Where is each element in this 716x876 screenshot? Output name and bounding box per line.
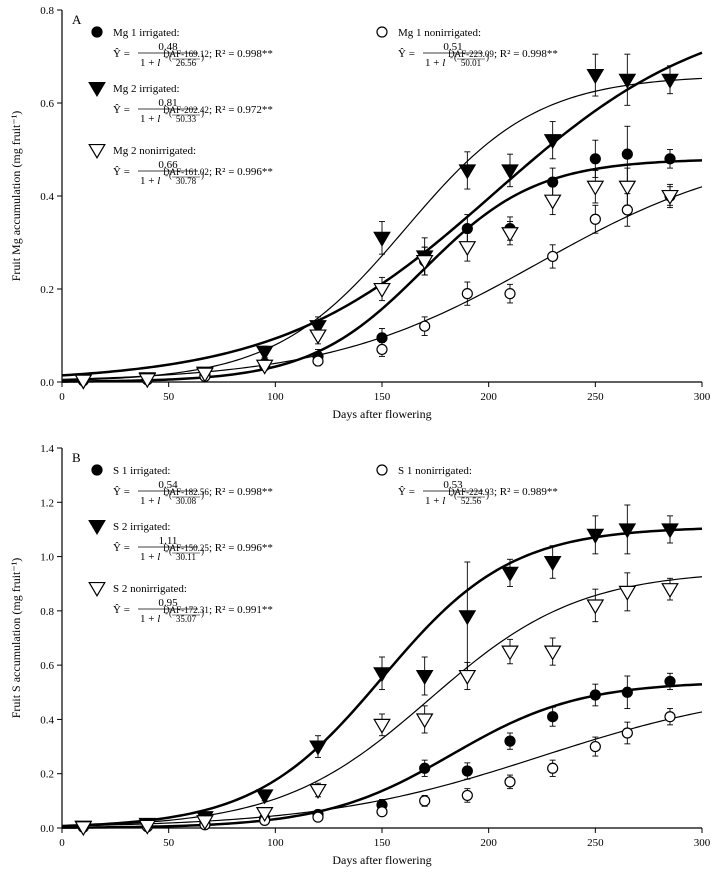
svg-text:1.4: 1.4 [40, 443, 54, 455]
svg-text:35.07: 35.07 [176, 614, 197, 624]
svg-text:300: 300 [694, 391, 711, 403]
svg-text:100: 100 [267, 837, 284, 849]
series-label: S 1 irrigated: [113, 465, 170, 477]
svg-text:; R² = 0.998**: ; R² = 0.998** [494, 48, 558, 60]
svg-text:30.08: 30.08 [176, 496, 197, 506]
svg-text:50: 50 [163, 837, 175, 849]
svg-text:250: 250 [587, 391, 604, 403]
svg-text:250: 250 [587, 837, 604, 849]
svg-text:30.11: 30.11 [176, 552, 196, 562]
svg-text:50.01: 50.01 [461, 58, 481, 68]
svg-text:52.56: 52.56 [461, 496, 482, 506]
svg-text:0: 0 [59, 391, 65, 403]
svg-text:1 + l: 1 + l [140, 113, 160, 125]
svg-text:): ) [201, 170, 204, 180]
svg-text:1.2: 1.2 [40, 497, 54, 509]
svg-text:): ) [201, 52, 204, 62]
series-label: Mg 1 irrigated: [113, 27, 180, 39]
panel-letter: B [72, 450, 81, 465]
svg-text:): ) [201, 608, 204, 618]
svg-text:; R² = 0.998**: ; R² = 0.998** [209, 486, 273, 498]
svg-text:; R² = 0.998**: ; R² = 0.998** [209, 48, 273, 60]
svg-text:0.6: 0.6 [40, 98, 54, 110]
svg-text:Ŷ =: Ŷ = [113, 486, 130, 498]
svg-text:1.0: 1.0 [40, 552, 54, 564]
svg-text:): ) [201, 546, 204, 556]
svg-text:1 + l: 1 + l [140, 57, 160, 69]
svg-text:): ) [201, 108, 204, 118]
svg-text:Ŷ =: Ŷ = [398, 48, 415, 60]
chart-panel-b: 0.0 0.2 0.4 0.6 0.8 1.0 1.2 1.4 0 50 100 150 200 250 3… [0, 438, 716, 876]
svg-text:0.2: 0.2 [40, 769, 54, 781]
svg-text:1 + l: 1 + l [140, 551, 160, 563]
svg-text:0.4: 0.4 [40, 714, 54, 726]
svg-text:; R² = 0.991**: ; R² = 0.991** [209, 604, 273, 616]
svg-text:; R² = 0.972**: ; R² = 0.972** [209, 104, 273, 116]
svg-text:150: 150 [374, 837, 391, 849]
series-label: S 1 nonirrigated: [398, 465, 472, 477]
svg-text:200: 200 [480, 391, 497, 403]
svg-text:1 + l: 1 + l [140, 613, 160, 625]
svg-text:26.56: 26.56 [176, 58, 197, 68]
svg-text:0.8: 0.8 [40, 606, 54, 618]
svg-text:0.2: 0.2 [40, 284, 54, 296]
svg-text:): ) [486, 490, 489, 500]
svg-text:0: 0 [59, 837, 65, 849]
series-label: S 2 irrigated: [113, 521, 170, 533]
svg-text:0.6: 0.6 [40, 660, 54, 672]
svg-text:100: 100 [267, 391, 284, 403]
svg-text:): ) [486, 52, 489, 62]
svg-text:; R² = 0.996**: ; R² = 0.996** [209, 542, 273, 554]
x-axis-label: Days after flowering [332, 407, 431, 421]
x-axis-label: Days after flowering [332, 853, 431, 867]
svg-text:50.33: 50.33 [176, 114, 197, 124]
svg-text:1 + l: 1 + l [425, 57, 445, 69]
panel-letter: A [72, 12, 82, 27]
svg-text:0.0: 0.0 [40, 823, 54, 835]
svg-text:0.8: 0.8 [40, 5, 54, 17]
svg-text:Ŷ =: Ŷ = [398, 486, 415, 498]
svg-text:; R² = 0.989**: ; R² = 0.989** [494, 486, 558, 498]
svg-text:): ) [201, 490, 204, 500]
svg-text:150: 150 [374, 391, 391, 403]
svg-text:Ŷ =: Ŷ = [113, 604, 130, 616]
svg-text:30.78: 30.78 [176, 176, 197, 186]
chart-panel-a: 0.0 0.2 0.4 0.6 0.8 0 50 100 150 200 250 300 Days af… [0, 0, 716, 430]
svg-text:0.0: 0.0 [40, 377, 54, 389]
svg-text:; R² = 0.996**: ; R² = 0.996** [209, 166, 273, 178]
svg-text:1 + l: 1 + l [140, 495, 160, 507]
svg-text:Ŷ =: Ŷ = [113, 48, 130, 60]
series-label: S 2 nonirrigated: [113, 583, 187, 595]
svg-text:300: 300 [694, 837, 711, 849]
svg-text:Ŷ =: Ŷ = [113, 166, 130, 178]
svg-text:0.4: 0.4 [40, 191, 54, 203]
series-label: Mg 2 irrigated: [113, 83, 180, 95]
y-axis-label: Fruit Mg accumulation (mg fruit⁻¹) [9, 111, 23, 282]
y-axis-label: Fruit S accumulation (mg fruit⁻¹) [9, 558, 23, 719]
svg-text:Ŷ =: Ŷ = [113, 542, 130, 554]
svg-text:1 + l: 1 + l [140, 175, 160, 187]
series-label: Mg 1 nonirrigated: [398, 27, 481, 39]
series-label: Mg 2 nonirrigated: [113, 145, 196, 157]
svg-text:Ŷ =: Ŷ = [113, 104, 130, 116]
svg-text:1 + l: 1 + l [425, 495, 445, 507]
svg-text:50: 50 [163, 391, 175, 403]
svg-text:200: 200 [480, 837, 497, 849]
